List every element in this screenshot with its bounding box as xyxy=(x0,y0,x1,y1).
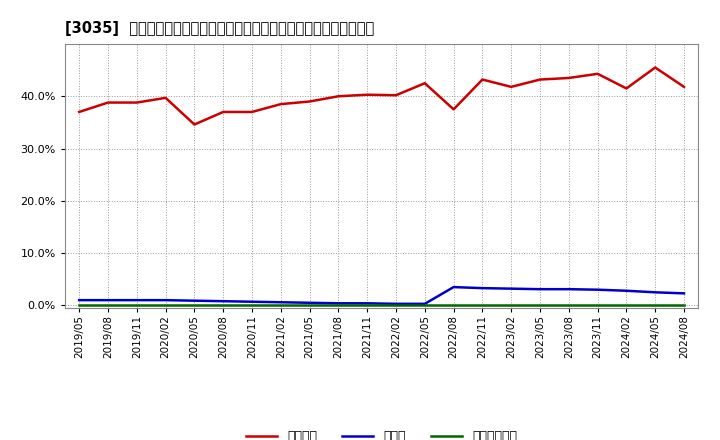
のれん xyxy=(190,298,199,303)
繰延税金資産 xyxy=(219,302,228,308)
繰延税金資産 xyxy=(276,302,285,308)
のれん xyxy=(449,284,458,290)
繰延税金資産 xyxy=(680,302,688,308)
のれん xyxy=(276,300,285,305)
Line: 自己資本: 自己資本 xyxy=(79,67,684,125)
繰延税金資産 xyxy=(132,302,141,308)
自己資本 xyxy=(420,81,429,86)
繰延税金資産 xyxy=(593,302,602,308)
自己資本 xyxy=(622,86,631,91)
のれん xyxy=(248,299,256,304)
のれん xyxy=(564,286,573,292)
のれん xyxy=(507,286,516,291)
繰延税金資産 xyxy=(507,302,516,308)
Legend: 自己資本, のれん, 繰延税金資産: 自己資本, のれん, 繰延税金資産 xyxy=(241,425,522,440)
自己資本 xyxy=(392,92,400,98)
のれん xyxy=(651,290,660,295)
自己資本 xyxy=(75,109,84,114)
のれん xyxy=(305,300,314,305)
繰延税金資産 xyxy=(334,302,343,308)
自己資本 xyxy=(536,77,544,82)
繰延税金資産 xyxy=(363,302,372,308)
Line: のれん: のれん xyxy=(79,287,684,304)
繰延税金資産 xyxy=(104,302,112,308)
自己資本 xyxy=(507,84,516,89)
自己資本 xyxy=(334,94,343,99)
繰延税金資産 xyxy=(651,302,660,308)
自己資本 xyxy=(449,107,458,112)
のれん xyxy=(420,301,429,306)
Text: [3035]  自己資本、のれん、繰延税金資産の総資産に対する比率の推移: [3035] 自己資本、のれん、繰延税金資産の総資産に対する比率の推移 xyxy=(65,21,374,36)
のれん xyxy=(334,301,343,306)
繰延税金資産 xyxy=(161,302,170,308)
自己資本 xyxy=(276,102,285,107)
繰延税金資産 xyxy=(75,302,84,308)
のれん xyxy=(622,288,631,293)
のれん xyxy=(132,297,141,303)
繰延税金資産 xyxy=(536,302,544,308)
自己資本 xyxy=(593,71,602,77)
自己資本 xyxy=(248,109,256,114)
自己資本 xyxy=(132,100,141,105)
繰延税金資産 xyxy=(420,302,429,308)
繰延税金資産 xyxy=(564,302,573,308)
のれん xyxy=(593,287,602,292)
のれん xyxy=(219,299,228,304)
のれん xyxy=(161,297,170,303)
自己資本 xyxy=(478,77,487,82)
自己資本 xyxy=(651,65,660,70)
自己資本 xyxy=(161,95,170,100)
のれん xyxy=(536,286,544,292)
繰延税金資産 xyxy=(449,302,458,308)
繰延税金資産 xyxy=(305,302,314,308)
繰延税金資産 xyxy=(190,302,199,308)
のれん xyxy=(363,301,372,306)
のれん xyxy=(75,297,84,303)
繰延税金資産 xyxy=(478,302,487,308)
自己資本 xyxy=(104,100,112,105)
のれん xyxy=(680,291,688,296)
のれん xyxy=(392,301,400,306)
自己資本 xyxy=(564,75,573,81)
のれん xyxy=(478,286,487,291)
自己資本 xyxy=(190,122,199,127)
のれん xyxy=(104,297,112,303)
自己資本 xyxy=(219,109,228,114)
繰延税金資産 xyxy=(248,302,256,308)
自己資本 xyxy=(680,84,688,89)
繰延税金資産 xyxy=(392,302,400,308)
自己資本 xyxy=(363,92,372,97)
自己資本 xyxy=(305,99,314,104)
繰延税金資産 xyxy=(622,302,631,308)
